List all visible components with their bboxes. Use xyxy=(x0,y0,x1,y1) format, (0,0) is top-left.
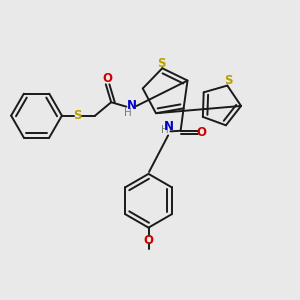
Text: O: O xyxy=(196,126,206,139)
Text: S: S xyxy=(224,74,232,87)
Text: H: H xyxy=(124,108,131,118)
Text: N: N xyxy=(127,99,136,112)
Text: O: O xyxy=(102,72,112,86)
Text: S: S xyxy=(73,109,82,122)
Text: O: O xyxy=(143,234,154,247)
Text: S: S xyxy=(158,57,166,70)
Text: N: N xyxy=(164,120,174,134)
Text: H: H xyxy=(161,125,169,135)
